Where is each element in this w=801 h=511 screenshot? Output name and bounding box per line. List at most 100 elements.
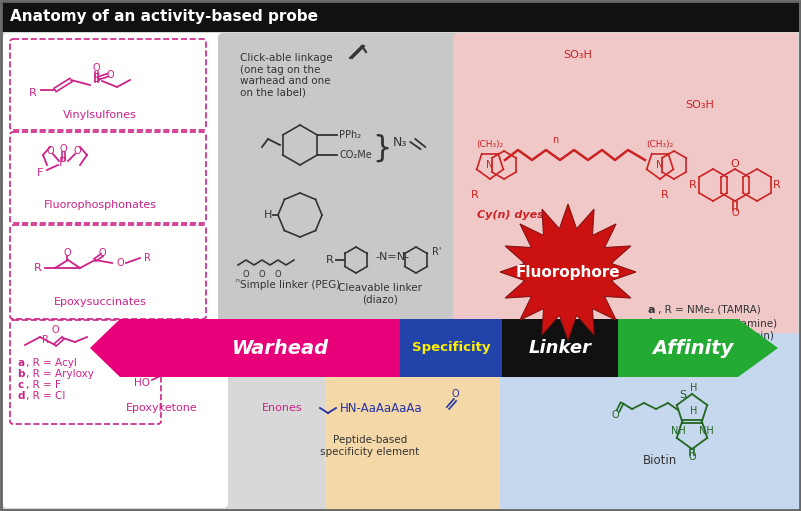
Text: O: O — [688, 452, 696, 462]
Text: ₙ: ₙ — [235, 274, 239, 284]
Text: O: O — [731, 208, 739, 218]
Text: R': R' — [432, 247, 441, 257]
Text: O: O — [296, 350, 304, 360]
Text: P: P — [59, 155, 66, 169]
Text: N: N — [486, 160, 493, 170]
Text: O: O — [731, 159, 739, 169]
Text: R: R — [471, 190, 479, 200]
Text: -N=N-: -N=N- — [375, 252, 409, 262]
Text: R: R — [689, 180, 697, 190]
Text: Cleavable linker
(diazo): Cleavable linker (diazo) — [338, 283, 422, 305]
FancyBboxPatch shape — [10, 132, 206, 223]
FancyBboxPatch shape — [218, 33, 463, 343]
Text: HO: HO — [134, 378, 150, 388]
Text: CO₂Me: CO₂Me — [340, 150, 372, 160]
Text: R: R — [42, 335, 48, 345]
Text: R: R — [29, 88, 37, 98]
Text: , R = NMe₂ (TAMRA): , R = NMe₂ (TAMRA) — [658, 305, 761, 315]
Text: H: H — [264, 210, 272, 220]
Text: O: O — [107, 70, 114, 80]
Text: O: O — [51, 325, 58, 335]
Text: H: H — [690, 383, 698, 393]
Text: S: S — [92, 72, 100, 84]
Text: d: d — [17, 391, 25, 401]
Text: Epoxyketone: Epoxyketone — [126, 403, 198, 413]
Text: Anatomy of an activity-based probe: Anatomy of an activity-based probe — [10, 10, 318, 25]
Text: Warhead: Warhead — [231, 338, 328, 358]
Text: O: O — [275, 270, 281, 279]
FancyBboxPatch shape — [500, 333, 800, 511]
FancyBboxPatch shape — [10, 39, 206, 130]
Text: (CH₃)₂: (CH₃)₂ — [477, 141, 504, 150]
FancyBboxPatch shape — [325, 333, 510, 511]
Text: Cy(n) dyes: Cy(n) dyes — [477, 210, 544, 220]
Text: N: N — [656, 160, 664, 170]
FancyBboxPatch shape — [400, 319, 502, 377]
Text: HN-AaAaAaAa: HN-AaAaAaAa — [340, 402, 423, 414]
Text: O: O — [46, 146, 54, 156]
Text: H: H — [690, 406, 698, 416]
Text: , R = NH₂ (Rhodamine): , R = NH₂ (Rhodamine) — [658, 318, 777, 328]
Text: O: O — [116, 258, 124, 268]
Text: O: O — [611, 410, 619, 420]
Text: }: } — [372, 133, 392, 162]
FancyBboxPatch shape — [453, 33, 798, 343]
Text: Fluorophore: Fluorophore — [516, 265, 620, 280]
Text: Linker: Linker — [529, 339, 591, 357]
FancyBboxPatch shape — [0, 28, 801, 511]
Text: NH: NH — [698, 426, 714, 436]
FancyBboxPatch shape — [502, 319, 618, 377]
Polygon shape — [500, 204, 636, 340]
Text: O: O — [259, 270, 265, 279]
Text: SO₃H: SO₃H — [685, 100, 714, 110]
Text: R: R — [773, 180, 781, 190]
Text: R: R — [34, 263, 42, 273]
Text: NH: NH — [670, 426, 686, 436]
Text: b: b — [17, 369, 25, 379]
Text: a: a — [17, 358, 24, 368]
Text: R: R — [661, 190, 669, 200]
Text: , R = OH (Fluorescein): , R = OH (Fluorescein) — [658, 331, 774, 341]
Polygon shape — [618, 319, 778, 377]
Text: Click-able linkage
(one tag on the
warhead and one
on the label): Click-able linkage (one tag on the warhe… — [240, 53, 332, 98]
Text: S: S — [679, 390, 686, 400]
Text: Fluorophosphonates: Fluorophosphonates — [43, 200, 156, 210]
Text: O: O — [99, 248, 106, 258]
Text: SO₃H: SO₃H — [563, 50, 592, 60]
Text: N₃: N₃ — [392, 135, 407, 149]
FancyBboxPatch shape — [2, 2, 799, 32]
Text: Specificity: Specificity — [412, 341, 490, 355]
Text: (CH₃)₂: (CH₃)₂ — [646, 141, 674, 150]
Text: a: a — [648, 305, 655, 315]
Text: b: b — [648, 318, 656, 328]
Text: Peptide-based
specificity element: Peptide-based specificity element — [320, 435, 420, 457]
Text: Simple linker (PEG): Simple linker (PEG) — [240, 280, 340, 290]
FancyBboxPatch shape — [10, 225, 206, 319]
Text: F: F — [37, 168, 43, 178]
Text: O: O — [63, 248, 70, 258]
Text: R: R — [254, 367, 262, 377]
Text: Affinity: Affinity — [652, 338, 734, 358]
Text: O: O — [170, 353, 178, 363]
Text: , R = F: , R = F — [26, 380, 61, 390]
Text: O: O — [92, 63, 100, 73]
Text: c: c — [17, 380, 23, 390]
Text: Vinylsulfones: Vinylsulfones — [63, 110, 137, 120]
Text: R: R — [326, 255, 334, 265]
Polygon shape — [90, 319, 400, 377]
Text: , R = Aryloxy: , R = Aryloxy — [26, 369, 94, 379]
Text: n: n — [552, 135, 558, 145]
Text: , R = Cl: , R = Cl — [26, 391, 66, 401]
Text: O: O — [194, 356, 202, 366]
Text: Epoxysuccinates: Epoxysuccinates — [54, 297, 147, 307]
Text: O: O — [59, 144, 66, 154]
Text: R: R — [143, 253, 151, 263]
Text: , R = Acyl: , R = Acyl — [26, 358, 77, 368]
Text: Enones: Enones — [262, 403, 302, 413]
Text: Biotin: Biotin — [643, 453, 677, 467]
Text: O: O — [451, 389, 459, 399]
Text: c: c — [648, 331, 654, 341]
Text: PPh₂: PPh₂ — [340, 130, 361, 140]
Text: O: O — [73, 146, 81, 156]
FancyBboxPatch shape — [10, 320, 161, 424]
